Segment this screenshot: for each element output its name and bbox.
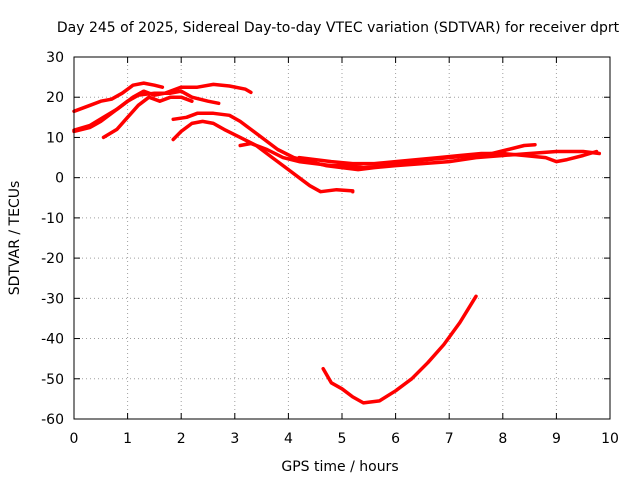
- y-tick-label: 0: [55, 171, 64, 187]
- series-line-track-1: [72, 81, 165, 114]
- x-axis-label: GPS time / hours: [281, 459, 398, 475]
- y-axis-label: SDTVAR / TECUs: [7, 181, 23, 296]
- x-tick-label: 3: [230, 431, 239, 447]
- x-tick-label: 1: [123, 431, 132, 447]
- series-line-track-4: [101, 95, 194, 140]
- y-tick-label: -30: [41, 291, 64, 307]
- x-tick-label: 6: [391, 431, 400, 447]
- y-tick-label: 30: [46, 50, 64, 66]
- x-tick-label: 9: [552, 431, 561, 447]
- grid-lines: [74, 57, 610, 419]
- y-tick-label: 20: [46, 90, 64, 106]
- x-tick-label: 8: [498, 431, 507, 447]
- x-tick-label: 0: [70, 431, 79, 447]
- series-line-track-3: [72, 89, 221, 132]
- x-tick-label: 4: [284, 431, 293, 447]
- x-tick-label: 5: [338, 431, 347, 447]
- x-tick-label: 2: [177, 431, 186, 447]
- y-tick-label: -20: [41, 251, 64, 267]
- series-line-track-6: [171, 119, 355, 194]
- x-tick-label: 7: [445, 431, 454, 447]
- chart-title: Day 245 of 2025, Sidereal Day-to-day VTE…: [57, 20, 620, 36]
- y-tick-label: -60: [41, 412, 64, 428]
- data-series-group: [72, 81, 602, 405]
- y-tick-label: -50: [41, 372, 64, 388]
- y-tick-label: 10: [46, 130, 64, 146]
- axis-ticks: 0 1 2 3 4 5 6 7 8 9 10 30 20 10 0 -10 -20 -30 -40 -50 -60: [41, 50, 619, 447]
- x-tick-label: 10: [601, 431, 619, 447]
- series-line-track-8: [297, 149, 599, 166]
- series-line-track-9: [321, 294, 478, 405]
- y-tick-label: -10: [41, 211, 64, 227]
- y-tick-label: -40: [41, 332, 64, 348]
